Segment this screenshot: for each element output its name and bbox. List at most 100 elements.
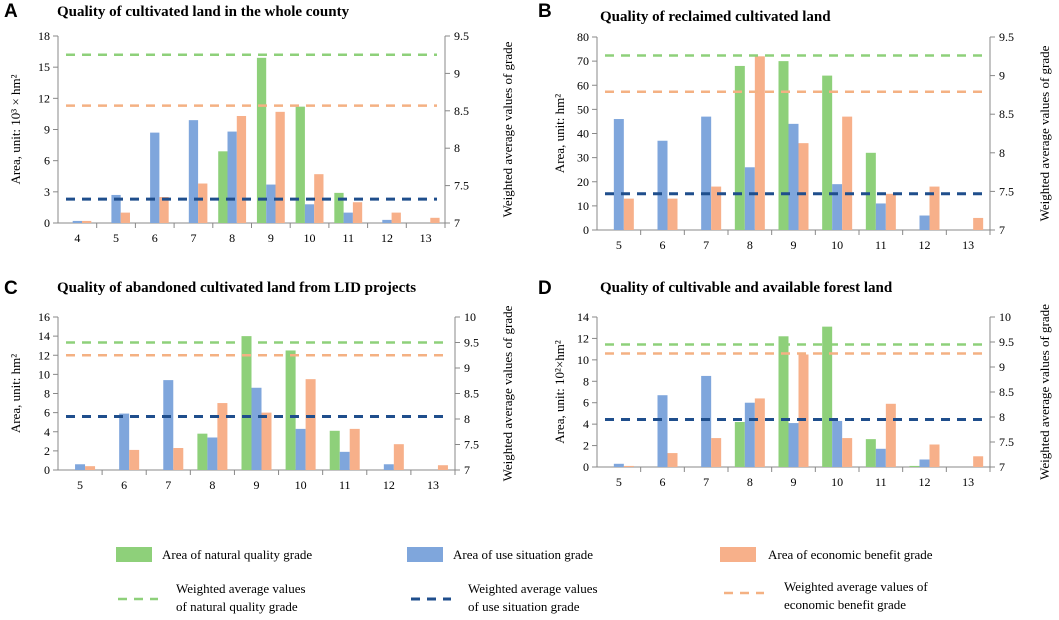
y-tick-label: 6 — [583, 396, 589, 410]
bar-natural — [285, 350, 296, 470]
y2-tick-label: 7.5 — [454, 179, 469, 193]
x-tick-label: 9 — [254, 478, 260, 492]
bar-natural — [197, 433, 208, 470]
bar-economic — [198, 183, 208, 223]
legend-line-economic-text-1: Weighted average values of — [784, 579, 928, 594]
y2-axis-label: Weighted average values of grade — [1037, 304, 1052, 480]
bar-use — [266, 184, 276, 223]
y-tick-label: 16 — [38, 310, 50, 324]
y2-tick-label: 8 — [999, 146, 1005, 160]
y2-tick-label: 9 — [999, 360, 1005, 374]
panel-letter: B — [538, 1, 552, 22]
bar-use — [163, 380, 174, 470]
x-tick-label: 10 — [831, 238, 843, 252]
bar-use — [788, 123, 799, 230]
bar-use — [119, 413, 130, 470]
bar-use — [613, 463, 624, 467]
x-tick-label: 13 — [420, 231, 432, 245]
y2-tick-label: 7.5 — [999, 435, 1014, 449]
legend-line-natural-text-1: Weighted average values — [176, 581, 306, 596]
bar-economic — [623, 198, 634, 230]
bar-economic — [973, 217, 984, 230]
x-tick-label: 8 — [229, 231, 235, 245]
bar-use — [657, 395, 668, 467]
legend-line-natural-text-2: of natural quality grade — [176, 599, 298, 614]
chart-panel-c: C Quality of abandoned cultivated land fr… — [4, 278, 515, 492]
y-tick-label: 10 — [38, 367, 50, 381]
x-tick-label: 11 — [339, 478, 351, 492]
y-tick-label: 18 — [38, 29, 50, 43]
legend-swatch-natural — [116, 547, 152, 562]
bar-use — [72, 220, 82, 223]
bar-natural — [256, 57, 267, 223]
bar-economic — [349, 428, 360, 470]
panel-title: Quality of reclaimed cultivated land — [600, 9, 831, 25]
bar-natural — [295, 106, 305, 223]
bar-use — [339, 451, 350, 470]
y-tick-label: 12 — [38, 91, 50, 105]
y-axis-label: Area, unit: hm² — [8, 354, 23, 433]
bar-natural — [734, 422, 745, 467]
x-tick-label: 10 — [295, 478, 307, 492]
y2-tick-label: 7 — [454, 216, 460, 230]
bar-use — [227, 131, 237, 223]
bar-natural — [734, 65, 745, 230]
x-tick-label: 13 — [427, 478, 439, 492]
x-tick-label: 8 — [747, 475, 753, 489]
y-tick-label: 4 — [583, 417, 589, 431]
y2-axis-label: Weighted average values of grade — [500, 41, 515, 217]
legend-line-use-text-1: Weighted average values — [468, 581, 598, 596]
x-tick-label: 4 — [74, 231, 80, 245]
y-tick-label: 60 — [577, 78, 589, 92]
bar-economic — [305, 379, 316, 470]
x-tick-label: 12 — [381, 231, 393, 245]
y-axis-label: Area, unit: 10³ × hm² — [8, 74, 23, 184]
legend-line-use-text-2: of use situation grade — [468, 599, 580, 614]
bar-economic — [929, 186, 940, 230]
y-tick-label: 10 — [577, 353, 589, 367]
legend-line-economic-text-2: economic benefit grade — [784, 597, 906, 612]
bar-economic — [261, 412, 272, 470]
bar-economic — [391, 212, 401, 223]
x-tick-label: 5 — [77, 478, 83, 492]
bar-natural — [241, 336, 252, 470]
chart-panels: A Quality of cultivated land in the whole… — [4, 1, 1052, 492]
bar-use — [832, 420, 843, 467]
y2-tick-label: 7.5 — [464, 438, 479, 452]
x-tick-label: 12 — [383, 478, 395, 492]
x-tick-label: 5 — [616, 475, 622, 489]
y-tick-label: 2 — [44, 444, 50, 458]
bar-use — [343, 212, 353, 223]
y-tick-label: 0 — [44, 216, 50, 230]
bar-economic — [667, 453, 678, 467]
y2-tick-label: 9.5 — [464, 336, 479, 350]
bar-use — [150, 132, 160, 223]
y2-tick-label: 8 — [454, 141, 460, 155]
x-tick-label: 11 — [875, 475, 887, 489]
x-tick-label: 11 — [875, 238, 887, 252]
bar-economic — [667, 198, 678, 230]
y-tick-label: 0 — [44, 463, 50, 477]
bar-use — [75, 464, 86, 470]
y-tick-label: 0 — [583, 460, 589, 474]
bar-economic — [159, 197, 169, 223]
y2-tick-label: 8.5 — [999, 385, 1014, 399]
y-tick-label: 9 — [44, 123, 50, 137]
panel-letter: A — [4, 1, 18, 22]
bar-economic — [236, 115, 247, 223]
y2-tick-label: 8.5 — [999, 107, 1014, 121]
y2-tick-label: 7 — [464, 463, 470, 477]
x-tick-label: 9 — [268, 231, 274, 245]
y-axis-label: Area, unit: 10²×hm² — [552, 340, 567, 444]
x-tick-label: 8 — [747, 238, 753, 252]
y2-tick-label: 7.5 — [999, 184, 1014, 198]
bar-natural — [822, 75, 833, 230]
bar-use — [701, 375, 712, 467]
y2-tick-label: 9.5 — [999, 30, 1014, 44]
x-tick-label: 10 — [304, 231, 316, 245]
panel-title: Quality of abandoned cultivated land fro… — [57, 280, 416, 296]
x-tick-label: 7 — [190, 231, 196, 245]
bar-economic — [973, 456, 984, 467]
bar-use — [919, 459, 930, 467]
panel-letter: C — [4, 278, 18, 299]
